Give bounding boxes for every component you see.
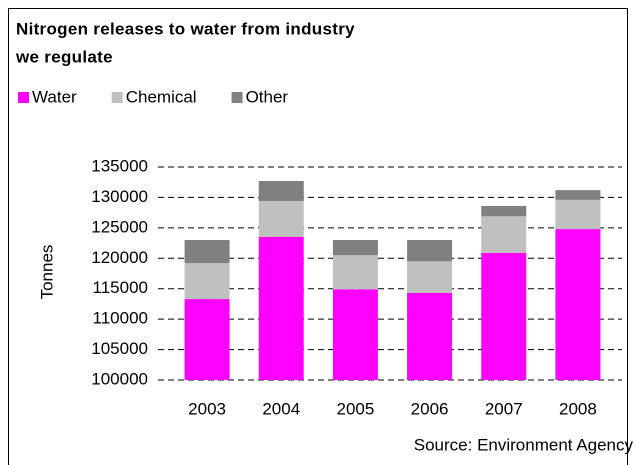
bar-segment — [555, 190, 601, 200]
y-tick-label: 105000 — [91, 339, 148, 358]
bar-segment — [555, 199, 601, 230]
bar-segment — [184, 299, 230, 380]
bar-segment — [332, 289, 378, 380]
bar-segment — [332, 240, 378, 256]
y-tick-label: 135000 — [91, 156, 148, 175]
source-note: Source: Environment Agency — [414, 435, 634, 454]
legend-label: Chemical — [126, 87, 197, 106]
chart-frame — [8, 8, 628, 465]
bar-segment — [332, 255, 378, 290]
legend-swatch — [111, 92, 123, 103]
bar-segment — [407, 240, 453, 262]
y-tick-label: 130000 — [91, 187, 148, 206]
bar-segment — [481, 205, 527, 217]
y-axis-label: Tonnes — [37, 245, 56, 300]
x-tick-label: 2003 — [188, 399, 226, 418]
bar-segment — [407, 261, 453, 293]
bar-segment — [184, 240, 230, 264]
bar-segment — [481, 216, 527, 253]
y-tick-label: 120000 — [91, 248, 148, 267]
x-tick-label: 2004 — [262, 399, 300, 418]
x-tick-label: 2006 — [411, 399, 449, 418]
bar-segment — [258, 236, 304, 380]
y-tick-label: 110000 — [93, 309, 148, 328]
chart-title: we regulate — [15, 47, 113, 66]
legend-label: Other — [246, 87, 289, 106]
y-tick-label: 125000 — [91, 217, 148, 236]
bar-segment — [184, 263, 230, 300]
bar-segment — [258, 201, 304, 237]
x-tick-label: 2007 — [485, 399, 523, 418]
legend-swatch — [231, 92, 243, 103]
x-tick-label: 2008 — [559, 399, 597, 418]
x-tick-label: 2005 — [337, 399, 375, 418]
bar-segment — [481, 252, 527, 380]
y-tick-label: 100000 — [91, 369, 148, 388]
bar-segment — [555, 229, 601, 380]
legend-label: Water — [32, 87, 77, 106]
bar-segment — [407, 292, 453, 380]
bar-segment — [258, 180, 304, 202]
chart-title: Nitrogen releases to water from industry — [16, 19, 355, 38]
y-tick-label: 115000 — [93, 278, 148, 297]
legend-swatch — [18, 92, 29, 103]
